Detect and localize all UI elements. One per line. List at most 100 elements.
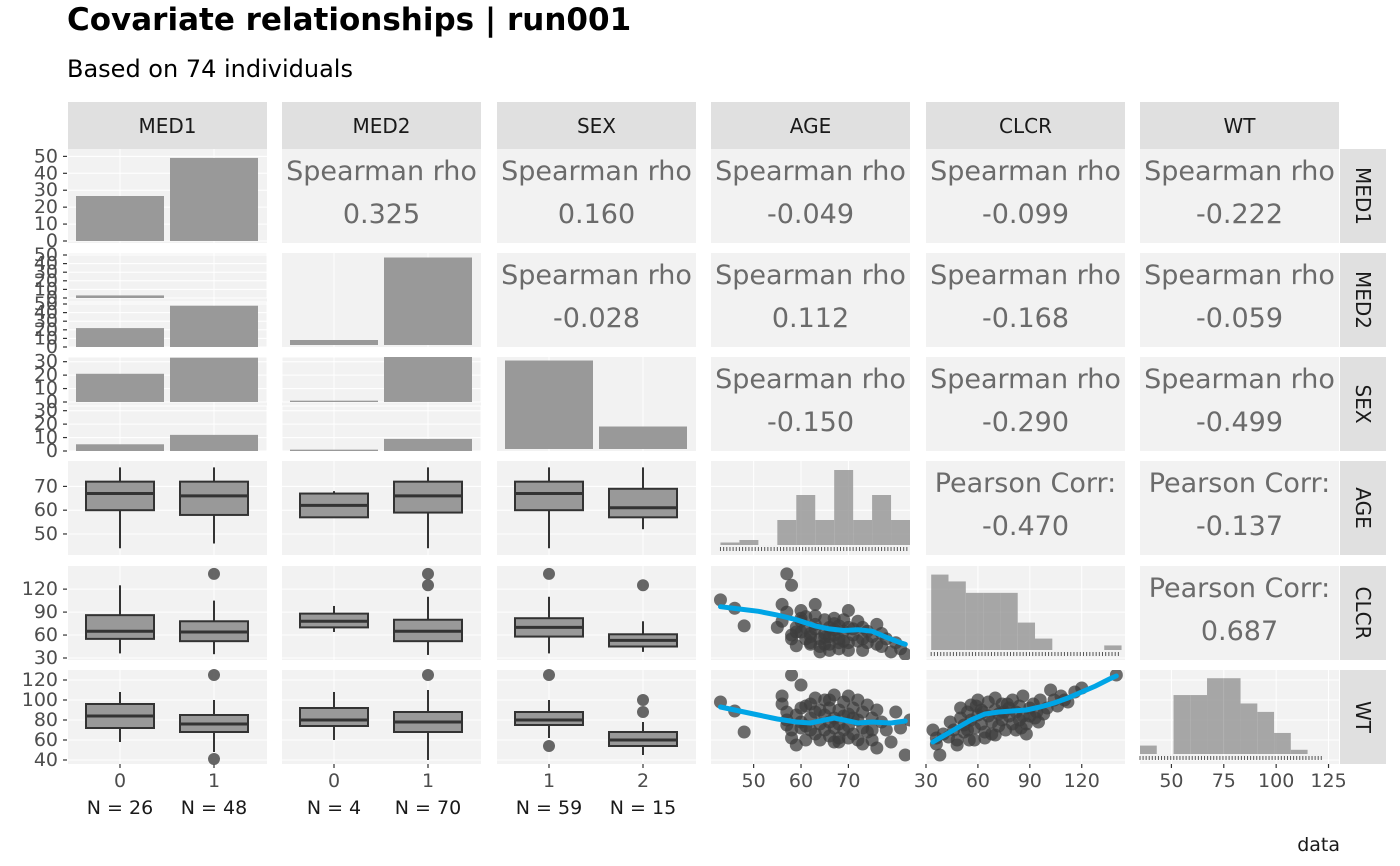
corr-method-label: Spearman rho: [501, 156, 692, 187]
scatter-point: [1016, 689, 1030, 703]
strip-top-med2: [282, 102, 481, 149]
strip-right-sex: [1340, 357, 1386, 451]
boxplot-outlier: [422, 669, 434, 681]
panel-med2-clcr: [926, 253, 1125, 347]
strip-label-clcr: CLCR: [999, 114, 1052, 138]
facet-bar: [76, 373, 164, 402]
strip-right-label-med1: MED1: [1351, 167, 1375, 225]
diag-bar-sex-2: [599, 426, 687, 449]
boxplot-box: [179, 480, 249, 516]
corr-group-sex-wt: Spearman rho -0.499: [1144, 364, 1335, 438]
corr-method-label: Spearman rho: [930, 364, 1121, 395]
hist-bar-clcr: [1104, 645, 1122, 650]
scatter-point: [789, 625, 803, 639]
scatter-point: [804, 630, 817, 644]
scatter-point: [870, 741, 884, 755]
boxplot-box: [514, 480, 584, 512]
scatter-point: [898, 647, 910, 660]
x-count-label-med1-0: N = 26: [87, 797, 153, 819]
boxplot-outlier: [543, 669, 555, 681]
strip-right-label-wt: WT: [1351, 701, 1375, 734]
scatter-wt-age: [713, 670, 910, 762]
chart-title: Covariate relationships | run001: [67, 2, 632, 38]
corr-group-med1-age: Spearman rho -0.049: [715, 156, 906, 230]
smooth-line: [718, 704, 908, 726]
y-tick-label-med1-10: 10: [34, 213, 58, 235]
y-tick-label-facet: 10: [34, 378, 58, 400]
boxplot-outlier: [543, 740, 555, 752]
smooth-line: [718, 604, 908, 647]
corr-value-label: -0.290: [982, 407, 1069, 438]
boxplot-outlier: [422, 579, 434, 592]
corr-group-sex-age: Spearman rho -0.150: [715, 364, 906, 438]
hist-bar-age: [815, 520, 835, 545]
scatter-point: [988, 728, 1002, 742]
y-tick-label-med1-50: 50: [34, 145, 58, 167]
scatter-point: [713, 593, 727, 607]
x-tick-label-sex-2: 2: [637, 770, 649, 792]
corr-method-label: Spearman rho: [1144, 364, 1335, 395]
corr-value-label: -0.499: [1196, 407, 1283, 438]
scatter-point: [1028, 711, 1042, 725]
boxplot-outlier: [208, 753, 220, 765]
panel-clcr-med1: [68, 566, 267, 660]
corr-value-label: -0.168: [982, 303, 1069, 334]
hist-bar-clcr: [931, 574, 949, 650]
corr-group-med2-sex: Spearman rho -0.028: [501, 260, 692, 334]
hist-bar-wt: [1240, 703, 1258, 754]
hist-bar-age: [720, 542, 740, 545]
x-tick-label-wt-100: 100: [1258, 770, 1294, 792]
hist-bar-age: [777, 520, 797, 545]
y-tick-label-facet: 20: [34, 319, 58, 341]
facet-bars-med2-med1: [76, 305, 258, 347]
y-tick-label-facet: 20: [34, 270, 58, 292]
strip-label-age: AGE: [790, 114, 831, 138]
x-tick-label-wt-75: 75: [1212, 770, 1236, 792]
corr-group-med1-med2: Spearman rho 0.325: [286, 156, 477, 230]
strip-right-label-clcr: CLCR: [1351, 587, 1375, 640]
y-tick-label-clcr-60: 60: [34, 624, 58, 646]
x-tick-label-age-60: 60: [789, 770, 813, 792]
strip-label-sex: SEX: [577, 114, 616, 138]
corr-group-med1-sex: Spearman rho 0.160: [501, 156, 692, 230]
facet-bars-sex-med2: [290, 357, 472, 402]
y-tick-label-clcr-120: 120: [22, 578, 58, 600]
y-tick-label-med1-0: 0: [46, 230, 58, 252]
scatter-point: [785, 670, 799, 682]
panel-med2-wt: [1140, 253, 1339, 347]
strip-top-sex: [497, 102, 696, 149]
y-tick-label-facet: 0: [46, 336, 58, 358]
corr-value-label: 0.160: [558, 199, 635, 230]
y-tick-label-facet: 20: [34, 364, 58, 386]
facet-bar: [384, 438, 472, 451]
corr-method-label: Pearson Corr:: [1149, 573, 1331, 604]
facet-bars-med2-med1: [76, 295, 164, 298]
scatter-point: [780, 567, 794, 581]
y-tick-label-wt-60: 60: [34, 729, 58, 751]
y-tick-label-facet: 0: [46, 440, 58, 462]
hist-bar-wt: [1274, 732, 1291, 754]
y-tick-label-facet: 10: [34, 327, 58, 349]
corr-value-label: -0.470: [982, 511, 1069, 542]
x-tick-label-clcr-60: 60: [966, 770, 990, 792]
corr-group-med2-clcr: Spearman rho -0.168: [930, 260, 1121, 334]
hist-bar-clcr: [965, 592, 984, 650]
strip-top-wt: [1140, 102, 1339, 149]
x-tick-label-wt-50: 50: [1159, 770, 1183, 792]
scatter-point: [785, 578, 799, 592]
panel-clcr-wt: [1140, 566, 1339, 660]
strip-top-clcr: [926, 102, 1125, 149]
panel-med1-age: [711, 149, 910, 243]
corr-method-label: Spearman rho: [715, 364, 906, 395]
y-tick-label-facet: 50: [34, 293, 58, 315]
x-tick-label-age-50: 50: [742, 770, 766, 792]
panel-med2-sex: [497, 253, 696, 347]
scatter-point: [841, 643, 855, 657]
scatter-point: [894, 721, 908, 735]
corr-method-label: Spearman rho: [715, 156, 906, 187]
hist-bar-wt: [1290, 749, 1308, 754]
corr-group-med1-clcr: Spearman rho -0.099: [930, 156, 1121, 230]
corr-method-label: Spearman rho: [715, 260, 906, 291]
facet-bar: [290, 449, 378, 451]
